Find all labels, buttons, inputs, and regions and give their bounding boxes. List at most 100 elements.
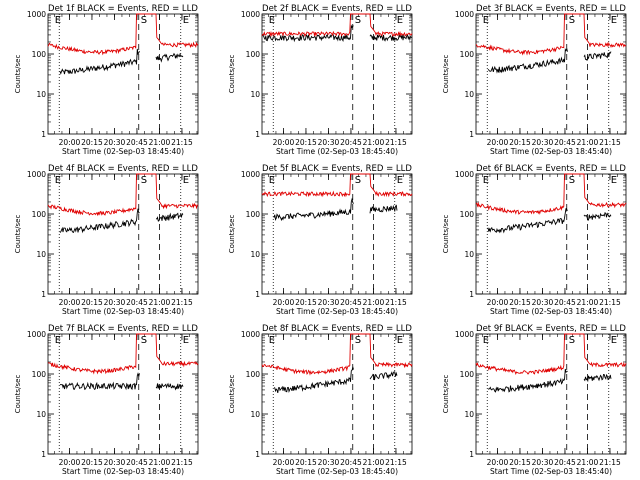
y-axis-label: Counts/sec xyxy=(228,215,236,254)
marker-label-E: E xyxy=(397,15,403,26)
marker-label-E: E xyxy=(483,175,489,186)
x-tick-label: 20:15 xyxy=(295,298,317,307)
panel-title: Det 2f BLACK = Events, RED = LLD xyxy=(262,4,412,14)
y-tick-label: 10 xyxy=(250,90,260,99)
y-tick-label: 100 xyxy=(460,50,475,59)
plot-frame xyxy=(261,173,413,295)
x-tick-label: 20:00 xyxy=(487,458,509,467)
y-axis-label: Counts/sec xyxy=(14,215,22,254)
series-events-line xyxy=(487,368,568,393)
x-tick-label: 20:45 xyxy=(554,138,576,147)
panel-3: Det 3f BLACK = Events, RED = LLD 1 10 100 10… xyxy=(442,4,626,156)
marker-label-S: S xyxy=(141,335,147,346)
y-tick-label: 1000 xyxy=(27,170,46,179)
y-tick-label: 10 xyxy=(36,90,46,99)
x-tick-label: 21:00 xyxy=(577,298,599,307)
panel-5: Det 5f BLACK = Events, RED = LLD 1 10 100 10… xyxy=(228,164,412,316)
series-events-line xyxy=(261,24,354,43)
y-tick-label: 1 xyxy=(41,130,46,139)
series-events-line xyxy=(369,204,398,214)
marker-label-E: E xyxy=(397,175,403,186)
panel-8: Det 8f BLACK = Events, RED = LLD 1 10 100 10… xyxy=(228,324,412,476)
x-tick-label: 20:15 xyxy=(295,138,317,147)
panel-2: Det 2f BLACK = Events, RED = LLD 1 10 100 10… xyxy=(228,4,412,156)
marker-label-S: S xyxy=(569,335,575,346)
y-tick-label: 1 xyxy=(469,290,474,299)
x-tick-label: 21:00 xyxy=(363,138,385,147)
marker-label-S: S xyxy=(355,175,361,186)
marker-label-E: E xyxy=(483,15,489,26)
marker-label-S: S xyxy=(355,15,361,26)
marker-label-E: E xyxy=(183,175,189,186)
x-tick-label: 20:15 xyxy=(509,458,531,467)
series-lld-line xyxy=(47,13,199,56)
series-events-line xyxy=(155,382,184,391)
x-tick-label: 21:15 xyxy=(599,298,621,307)
x-tick-label: 20:45 xyxy=(340,458,362,467)
x-tick-label: 20:15 xyxy=(81,138,103,147)
y-axis-label: Counts/sec xyxy=(228,375,236,414)
plot-frame xyxy=(261,13,413,135)
x-tick-label: 20:30 xyxy=(318,298,340,307)
marker-label-E: E xyxy=(269,175,275,186)
panel-7: Det 7f BLACK = Events, RED = LLD 1 10 100 10… xyxy=(14,324,198,476)
y-tick-label: 100 xyxy=(32,210,47,219)
series-lld-line xyxy=(261,13,413,37)
y-axis-label: Counts/sec xyxy=(14,375,22,414)
panel-title: Det 7f BLACK = Events, RED = LLD xyxy=(48,324,198,334)
y-tick-label: 1 xyxy=(255,130,260,139)
y-tick-label: 1000 xyxy=(241,10,260,19)
x-tick-label: 20:30 xyxy=(318,138,340,147)
marker-label-E: E xyxy=(183,335,189,346)
plot-frame xyxy=(475,13,627,135)
x-tick-label: 21:15 xyxy=(385,138,407,147)
y-tick-label: 10 xyxy=(464,250,474,259)
series-events-line xyxy=(155,52,184,63)
x-tick-label: 21:00 xyxy=(149,298,171,307)
y-tick-label: 1 xyxy=(469,450,474,459)
series-events-line xyxy=(59,372,140,391)
plot-frame xyxy=(261,333,413,455)
marker-label-E: E xyxy=(55,175,61,186)
y-tick-label: 100 xyxy=(246,210,261,219)
y-axis-label: Counts/sec xyxy=(14,55,22,94)
plot-frame xyxy=(47,173,199,295)
panel-title: Det 8f BLACK = Events, RED = LLD xyxy=(262,324,412,334)
marker-label-E: E xyxy=(611,175,617,186)
y-tick-label: 100 xyxy=(246,370,261,379)
panel-6: Det 6f BLACK = Events, RED = LLD 1 10 100 10… xyxy=(442,164,626,316)
series-events-line xyxy=(273,365,354,394)
series-events-line xyxy=(369,371,398,381)
y-axis-label: Counts/sec xyxy=(442,55,450,94)
x-tick-label: 20:45 xyxy=(554,298,576,307)
x-tick-label: 21:00 xyxy=(363,458,385,467)
y-tick-label: 10 xyxy=(250,410,260,419)
x-tick-label: 20:30 xyxy=(318,458,340,467)
y-tick-label: 10 xyxy=(250,250,260,259)
x-tick-label: 20:00 xyxy=(273,458,295,467)
x-tick-label: 20:00 xyxy=(59,458,81,467)
y-tick-label: 100 xyxy=(32,370,47,379)
x-tick-label: 21:00 xyxy=(577,138,599,147)
marker-label-S: S xyxy=(569,15,575,26)
x-tick-label: 20:00 xyxy=(59,138,81,147)
panel-title: Det 3f BLACK = Events, RED = LLD xyxy=(476,4,626,14)
x-tick-label: 20:15 xyxy=(509,138,531,147)
plot-frame xyxy=(47,333,199,455)
y-tick-label: 10 xyxy=(464,410,474,419)
y-tick-label: 1 xyxy=(469,130,474,139)
x-axis-label: Start Time (02-Sep-03 18:45:40) xyxy=(276,147,398,156)
panel-title: Det 9f BLACK = Events, RED = LLD xyxy=(476,324,626,334)
x-tick-label: 20:15 xyxy=(295,458,317,467)
y-tick-label: 1000 xyxy=(455,170,474,179)
x-tick-label: 20:45 xyxy=(126,458,148,467)
y-tick-label: 1 xyxy=(255,450,260,459)
series-lld-line xyxy=(475,333,627,376)
y-tick-label: 1000 xyxy=(241,170,260,179)
x-tick-label: 20:30 xyxy=(532,138,554,147)
y-axis-label: Counts/sec xyxy=(442,215,450,254)
y-tick-label: 1000 xyxy=(455,330,474,339)
marker-label-E: E xyxy=(611,335,617,346)
x-tick-label: 21:15 xyxy=(385,298,407,307)
